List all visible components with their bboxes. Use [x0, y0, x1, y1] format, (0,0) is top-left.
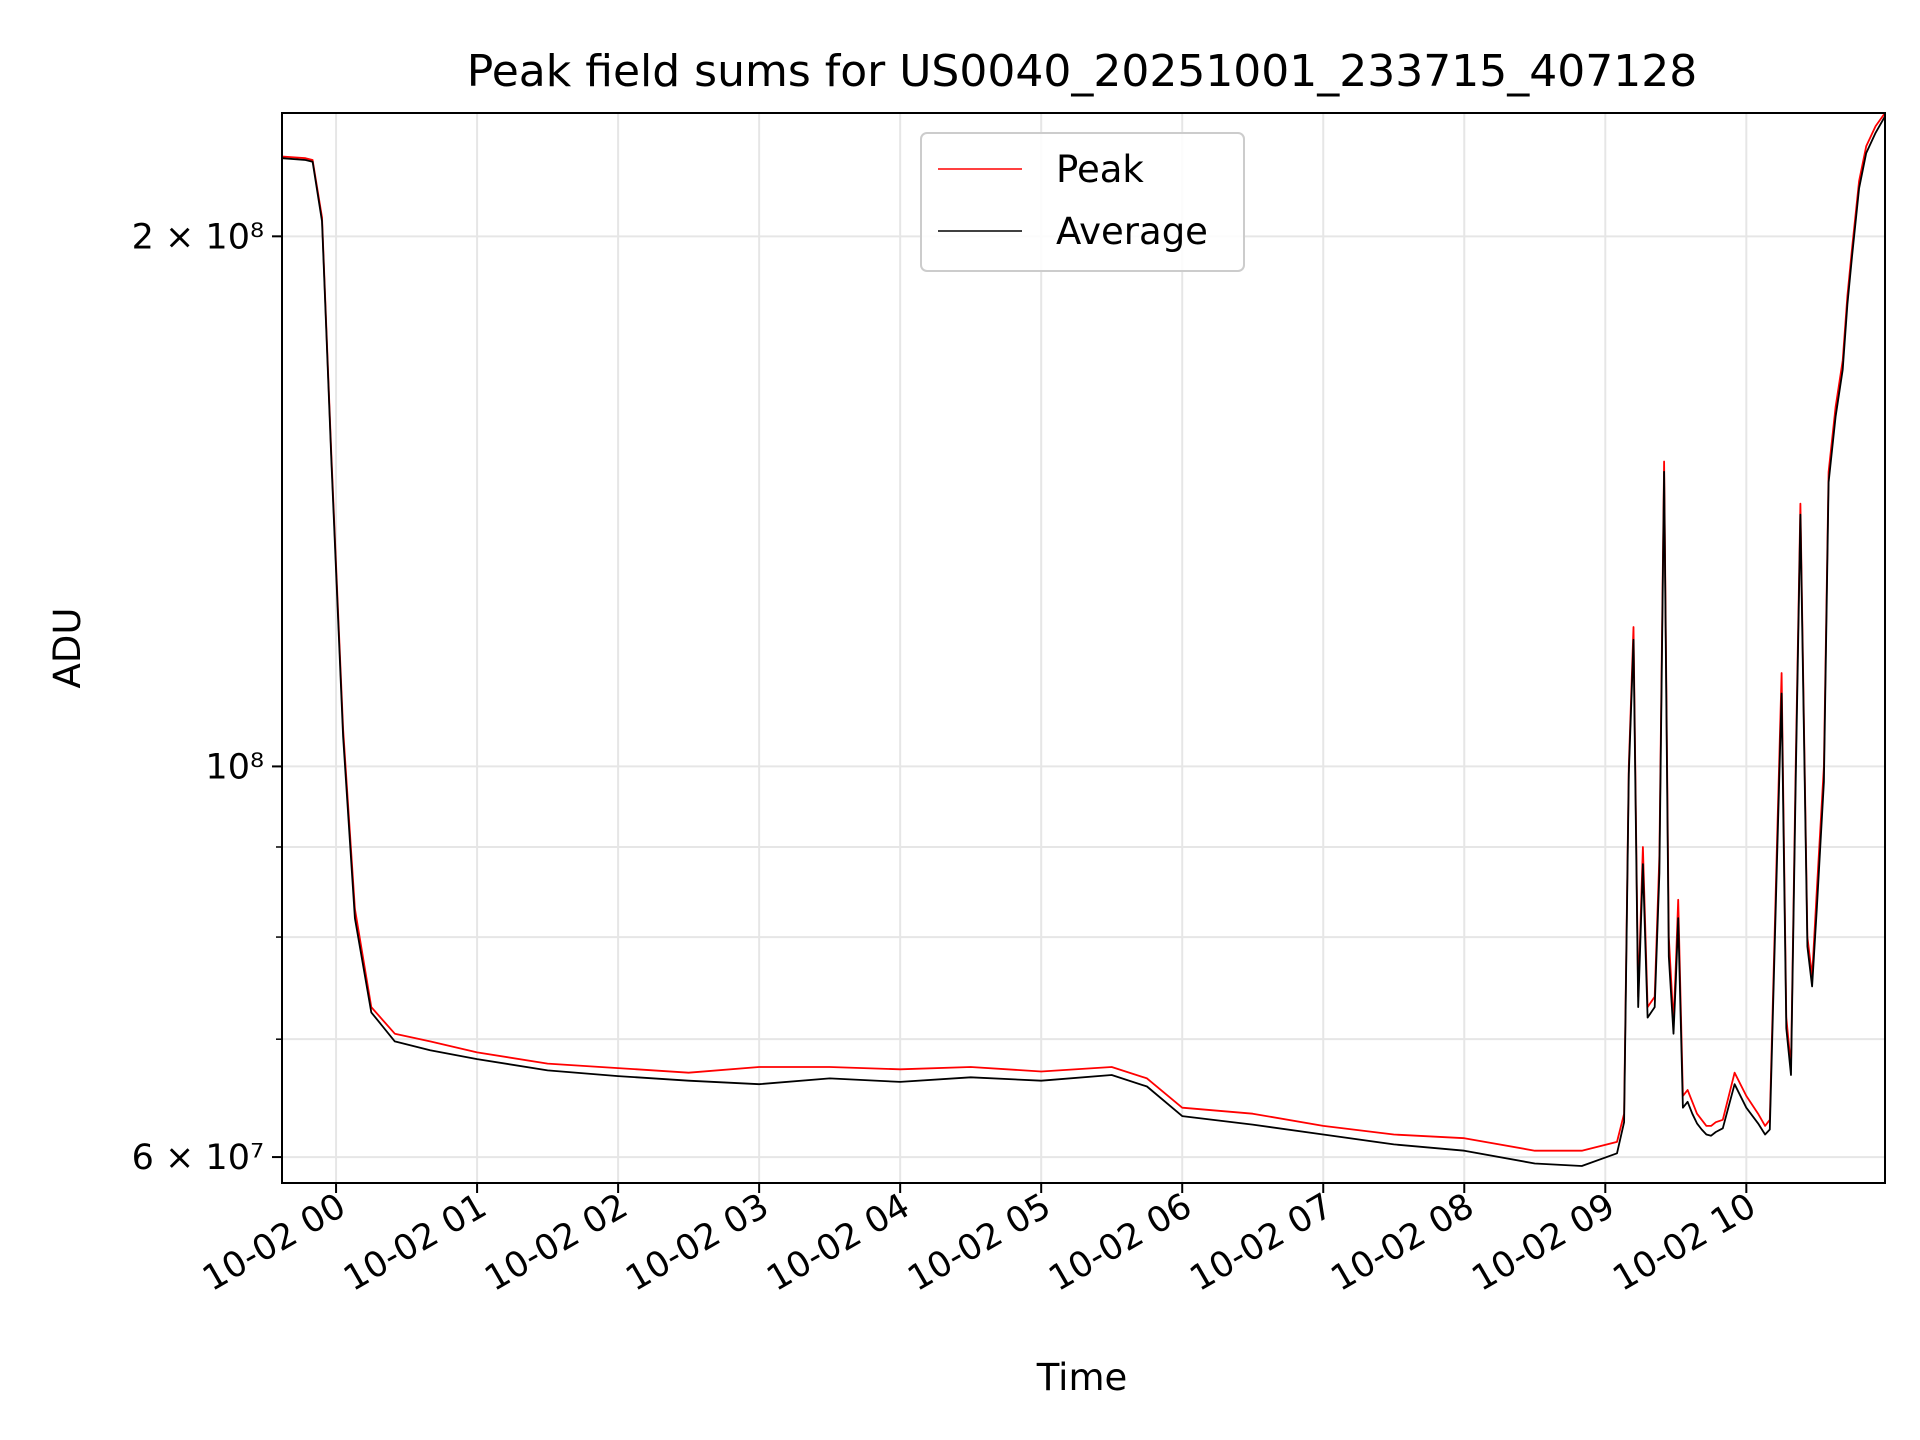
legend: Peak Average: [920, 132, 1245, 272]
y-axis: 6 × 10⁷ 10⁸ 2 × 10⁸: [132, 217, 282, 1178]
y-axis-label: ADU: [46, 608, 89, 689]
series-layer: [282, 113, 1885, 1167]
series-line-average: [282, 115, 1885, 1167]
y-tick-label: 10⁸: [205, 747, 264, 787]
legend-label-average: Average: [1056, 210, 1208, 253]
legend-label-peak: Peak: [1056, 148, 1144, 191]
y-tick-label: 2 × 10⁸: [132, 217, 264, 257]
legend-box: [920, 132, 1245, 272]
chart-title: Peak field sums for US0040_20251001_2337…: [467, 46, 1697, 97]
x-axis-label: Time: [1036, 1356, 1128, 1399]
plot-frame: [281, 112, 1886, 1184]
y-tick-label: 6 × 10⁷: [132, 1138, 264, 1178]
